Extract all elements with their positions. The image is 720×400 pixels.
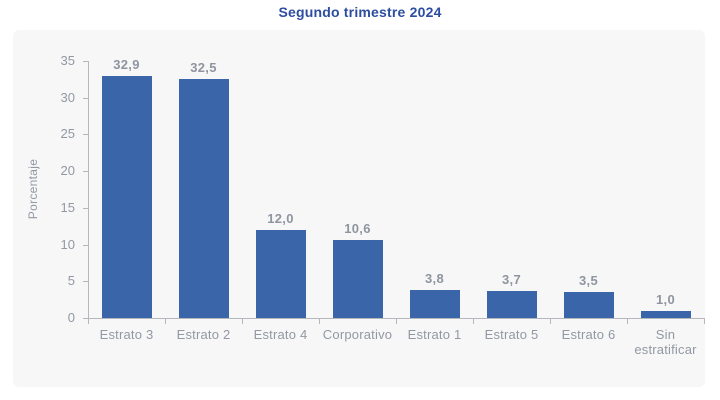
bar-value-label: 1,0: [656, 291, 675, 307]
x-tick-label: Estrato 1: [407, 327, 462, 342]
bar: [486, 290, 537, 318]
x-tick-label: Estrato 3: [99, 327, 154, 342]
y-tick-label: 5: [67, 273, 75, 289]
bar: [640, 310, 691, 318]
y-tick-mark: [83, 61, 88, 62]
x-tick-mark: [396, 319, 397, 324]
x-tick-mark: [165, 319, 166, 324]
y-tick-label: 30: [60, 89, 75, 105]
x-tick-label: Estrato 5: [484, 327, 539, 342]
x-tick-mark: [473, 319, 474, 324]
y-tick-label: 0: [67, 310, 75, 325]
x-tick-mark: [627, 319, 628, 324]
y-tick-label: 35: [60, 53, 75, 68]
y-tick-mark: [83, 207, 88, 209]
chart-panel: Porcentaje 0 5 10 15 20 25 30 35 32,9 Estrato 3 32…: [13, 30, 705, 387]
x-tick-mark: [88, 319, 89, 324]
bar-value-label: 12,0: [267, 210, 294, 226]
y-tick-mark: [83, 318, 88, 319]
bar-value-label: 32,9: [113, 57, 140, 73]
y-tick-label: 25: [60, 126, 75, 142]
y-tick-label: 15: [60, 199, 75, 215]
x-tick-mark: [319, 319, 320, 324]
y-tick-label: 10: [60, 236, 75, 252]
x-tick-label: Corporativo: [322, 327, 393, 342]
x-tick-label: Estrato 6: [561, 327, 616, 342]
bar: [178, 79, 229, 318]
x-tick-label: Estrato 2: [176, 327, 231, 342]
bar-value-label: 32,5: [190, 60, 217, 76]
y-tick-mark: [83, 97, 88, 99]
x-tick-mark: [242, 319, 243, 324]
y-tick-mark: [83, 134, 88, 136]
y-tick-label: 20: [60, 163, 75, 179]
chart-title: Segundo trimestre 2024: [278, 4, 442, 20]
bar: [563, 292, 614, 318]
x-tick-label: Sin estratificar: [634, 327, 697, 357]
y-axis-line: [88, 61, 89, 319]
bar: [409, 290, 460, 318]
bar-value-label: 10,6: [344, 221, 371, 237]
bar: [255, 229, 306, 318]
x-tick-mark: [704, 319, 705, 324]
x-tick-label: Estrato 4: [253, 327, 308, 342]
y-tick-mark: [83, 281, 88, 283]
x-axis-line: [88, 318, 705, 319]
bar-value-label: 3,5: [579, 273, 598, 289]
x-tick-mark: [550, 319, 551, 324]
bar-value-label: 3,7: [502, 271, 521, 287]
y-tick-mark: [83, 171, 88, 173]
y-tick-mark: [83, 244, 88, 246]
bar: [332, 240, 383, 318]
bar-value-label: 3,8: [425, 271, 444, 287]
bar: [101, 76, 152, 318]
